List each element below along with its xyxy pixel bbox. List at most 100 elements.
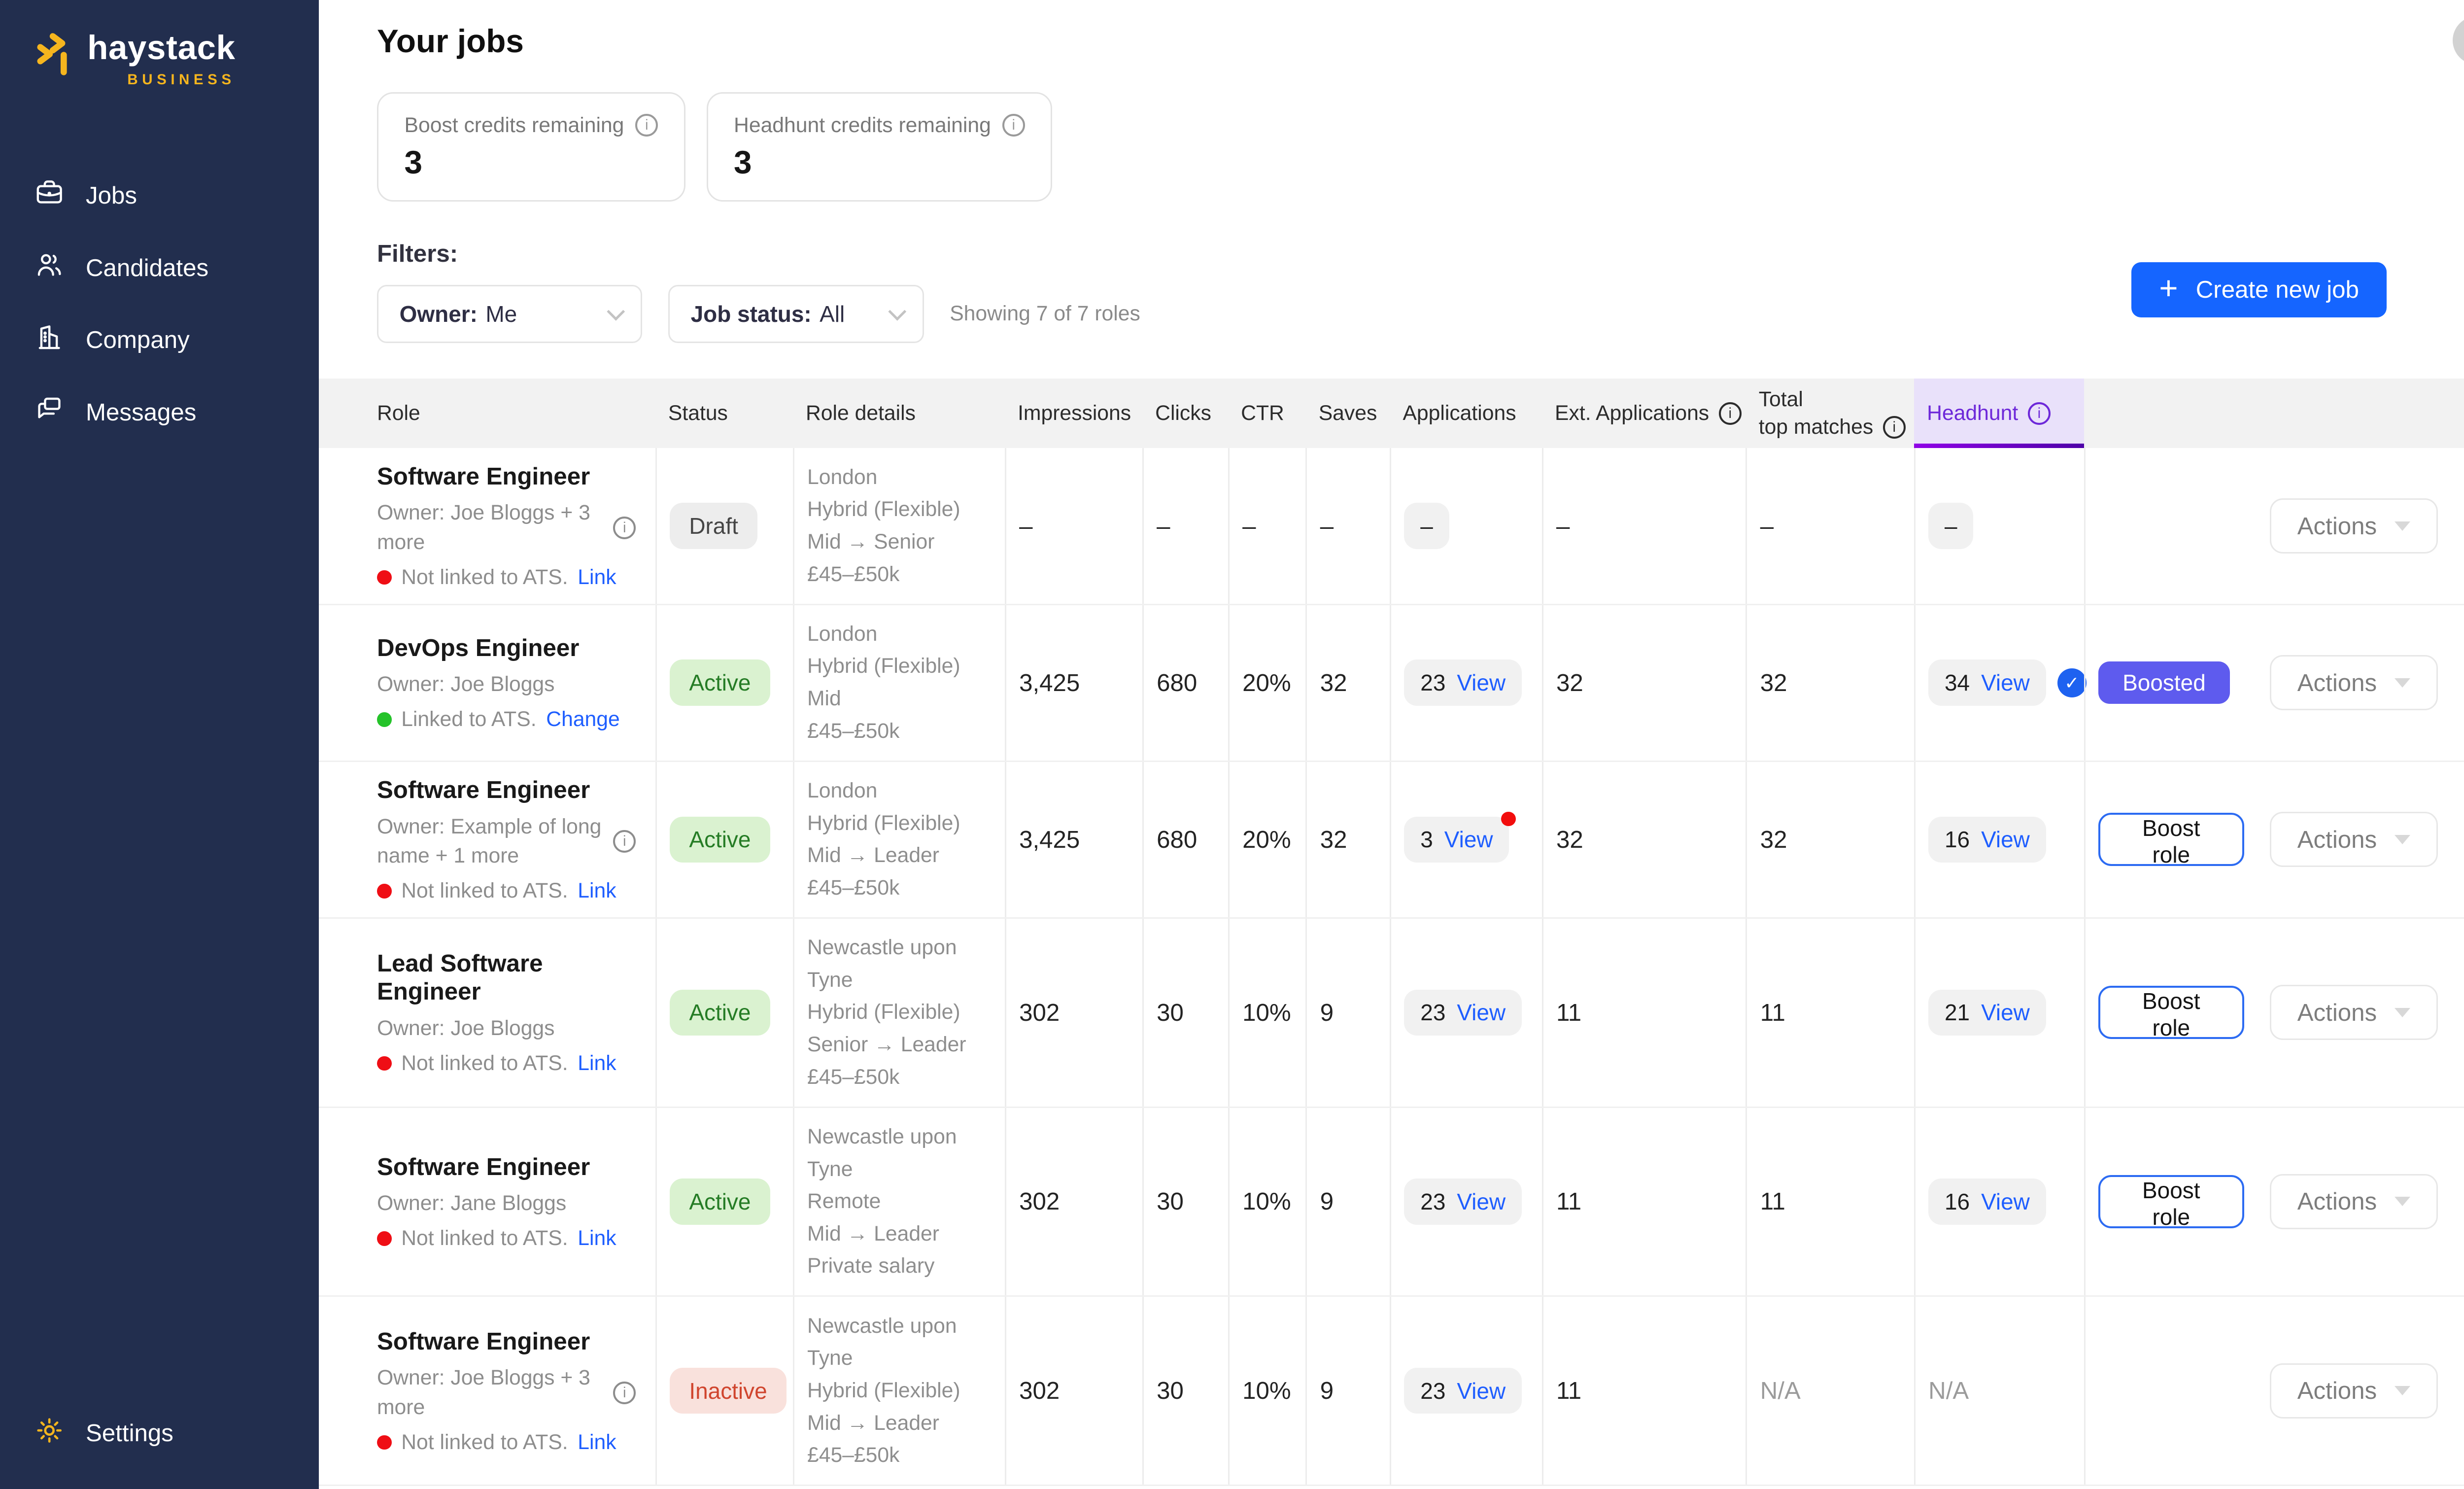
cell-ext-applications: 11 (1541, 918, 1746, 1107)
cell-headhunt: 16 View (1914, 762, 2084, 917)
count-view-pill: 16 View (1928, 816, 2046, 863)
sidebar-item-jobs[interactable]: Jobs (0, 159, 319, 232)
sidebar-item-company[interactable]: Company (0, 304, 319, 376)
sidebar-item-candidates[interactable]: Candidates (0, 232, 319, 304)
cell-actions: Actions (2257, 1297, 2464, 1485)
ats-link-link[interactable]: Link (578, 1051, 616, 1075)
actions-button[interactable]: Actions (2270, 985, 2438, 1040)
boost-credits-card: Boost credits remaining i 3 (376, 92, 685, 202)
job-status-filter-dropdown[interactable]: Job status: All (668, 284, 924, 344)
count-value: 23 (1420, 1188, 1446, 1214)
header-label: Ext. Applications (1555, 401, 1710, 425)
saves-value: 9 (1320, 999, 1334, 1026)
header-line: Total (1759, 386, 1906, 413)
boost-role-button[interactable]: Boost role (2098, 813, 2244, 867)
header-label: Clicks (1155, 401, 1211, 425)
info-icon[interactable]: i (1882, 416, 1906, 439)
actions-label: Actions (2297, 669, 2377, 696)
view-link[interactable]: View (1457, 670, 1506, 696)
header-line: top matches i (1759, 414, 1906, 440)
column-header-ext-applications[interactable]: Ext. Applications i (1542, 379, 1746, 448)
cell-ext-applications: 11 (1541, 1297, 1746, 1485)
header-label: Headhunt (1927, 401, 2019, 425)
column-header-status[interactable]: Status (655, 379, 793, 448)
cell-actions: Actions (2257, 448, 2464, 603)
count-view-pill: 23 View (1404, 659, 1522, 706)
owner-filter-dropdown[interactable]: Owner: Me (376, 284, 643, 344)
avatar[interactable] (2453, 16, 2464, 65)
ats-link-link[interactable]: Link (578, 565, 616, 589)
cell-boost: Boost role (2084, 1108, 2257, 1296)
cell-applications: – (1390, 448, 1542, 604)
cell-status: Active (655, 918, 793, 1107)
column-header-ctr[interactable]: CTR (1228, 379, 1306, 448)
actions-button[interactable]: Actions (2270, 655, 2438, 710)
info-icon[interactable]: i (2027, 402, 2051, 425)
chevron-down-icon (2395, 1197, 2411, 1206)
info-icon[interactable]: i (613, 1381, 636, 1404)
view-link[interactable]: View (1981, 1188, 2030, 1214)
actions-button[interactable]: Actions (2270, 498, 2438, 554)
impressions-value: 3,425 (1019, 826, 1080, 853)
cell-role-details: Newcastle upon Tyne Hybrid (Flexible) Mid … (792, 1297, 1005, 1485)
ats-link-link[interactable]: Link (578, 1226, 616, 1250)
ats-status: Not linked to ATS. Link (376, 1226, 616, 1250)
view-link[interactable]: View (1457, 1378, 1506, 1404)
ext-applications-value: 11 (1556, 999, 1582, 1026)
briefcase-icon (34, 177, 65, 213)
clicks-value: 30 (1157, 1377, 1184, 1405)
cell-status: Inactive (655, 1297, 793, 1485)
role-title: Software Engineer (376, 1327, 590, 1355)
column-header-applications[interactable]: Applications (1390, 379, 1542, 448)
chevron-down-icon (2395, 1007, 2411, 1017)
column-header-total-top-matches[interactable]: Total top matches i (1745, 379, 1914, 448)
saves-value: – (1320, 512, 1334, 540)
view-link[interactable]: View (1981, 1000, 2030, 1026)
detail-line: £45–£50k (807, 719, 900, 743)
header-label: CTR (1241, 401, 1284, 425)
sidebar-nav: Jobs Candidates (0, 159, 319, 448)
detail-line: Hybrid (Flexible) (807, 654, 960, 678)
actions-button[interactable]: Actions (2270, 812, 2438, 867)
cell-status: Active (655, 762, 793, 917)
view-link[interactable]: View (1981, 827, 2030, 853)
brand-subtitle: BUSINESS (127, 71, 236, 88)
view-link[interactable]: View (1457, 1188, 1506, 1214)
owner-text: Owner: Joe Bloggs (376, 672, 555, 696)
count-value: 23 (1420, 670, 1446, 696)
view-link[interactable]: View (1444, 827, 1493, 853)
ats-change-link[interactable]: Change (546, 707, 620, 731)
boosted-button[interactable]: Boosted (2098, 661, 2230, 704)
cell-role-details: London Hybrid (Flexible) Mid → Leader £45–£… (792, 762, 1005, 917)
cell-impressions: 302 (1004, 918, 1142, 1107)
sidebar-item-settings[interactable]: Settings (0, 1397, 319, 1470)
column-header-saves[interactable]: Saves (1305, 379, 1390, 448)
view-link[interactable]: View (1457, 1000, 1506, 1026)
info-icon[interactable]: i (613, 517, 636, 539)
ats-link-link[interactable]: Link (578, 879, 616, 903)
info-icon[interactable]: i (635, 114, 658, 137)
cell-ext-applications: 11 (1541, 1108, 1746, 1296)
info-icon[interactable]: i (613, 830, 636, 853)
header-label: Role details (805, 401, 916, 425)
column-header-role[interactable]: Role (319, 379, 655, 448)
column-header-headhunt[interactable]: Headhunt i (1914, 379, 2084, 449)
headhunt-credits-value: 3 (734, 144, 752, 180)
column-header-clicks[interactable]: Clicks (1142, 379, 1228, 448)
sidebar-item-messages[interactable]: Messages (0, 376, 319, 449)
boost-role-button[interactable]: Boost role (2098, 986, 2244, 1040)
info-icon[interactable]: i (1002, 114, 1025, 137)
cell-status: Active (655, 1108, 793, 1296)
detail-line: Hybrid (Flexible) (807, 497, 960, 521)
brand-name: haystack (87, 29, 236, 67)
info-icon[interactable]: i (1718, 402, 1742, 425)
view-link[interactable]: View (1981, 670, 2030, 696)
actions-label: Actions (2297, 826, 2377, 853)
actions-button[interactable]: Actions (2270, 1174, 2438, 1229)
ats-link-link[interactable]: Link (578, 1430, 616, 1454)
create-new-job-button[interactable]: + Create new job (2131, 262, 2387, 317)
column-header-role-details[interactable]: Role details (793, 379, 1005, 448)
column-header-impressions[interactable]: Impressions (1005, 379, 1142, 448)
actions-button[interactable]: Actions (2270, 1363, 2438, 1419)
boost-role-button[interactable]: Boost role (2098, 1175, 2244, 1230)
